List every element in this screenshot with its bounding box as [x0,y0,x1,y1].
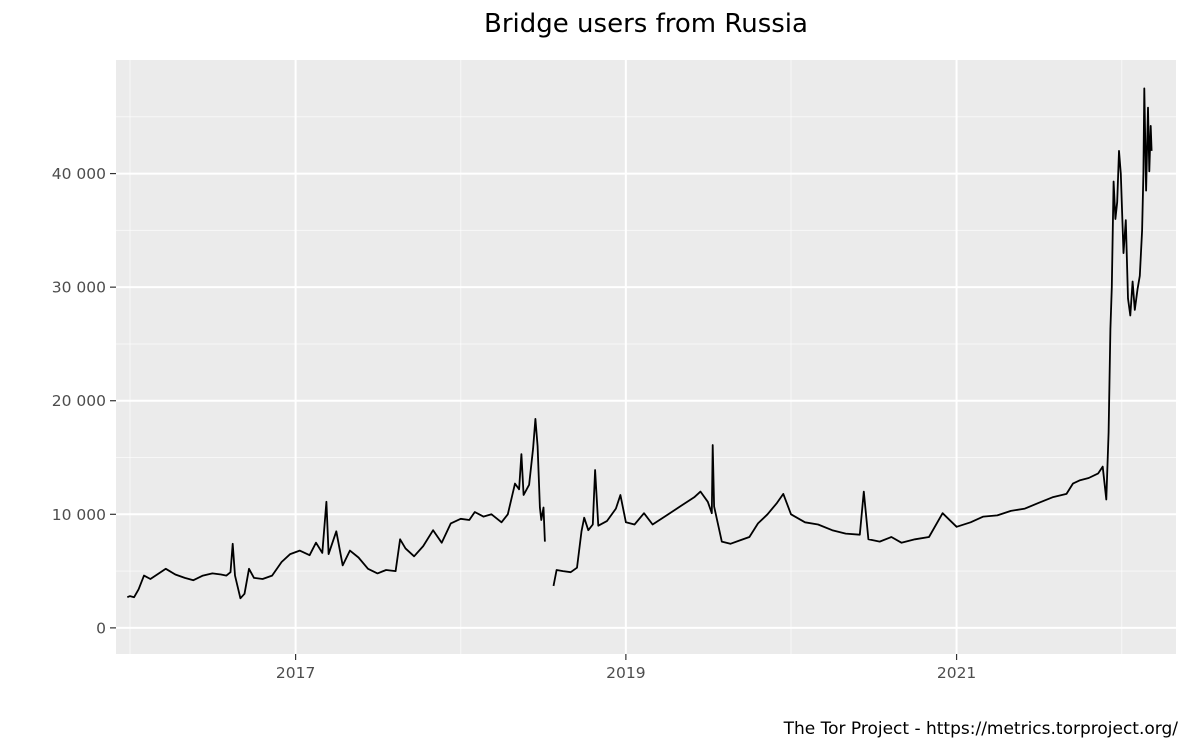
major-gridlines [116,60,1176,654]
plot-panel [116,60,1176,654]
y-tick-label-1: 10 000 [52,506,106,524]
x-tick-label-2: 2021 [937,664,976,682]
minor-gridlines [116,60,1176,654]
chart-caption: The Tor Project - https://metrics.torpro… [783,719,1179,739]
chart-title: Bridge users from Russia [484,9,808,39]
series-group [126,87,1153,600]
x-tick-label-1: 2019 [606,664,645,682]
y-tick-label-2: 20 000 [52,392,106,410]
y-tick-label-3: 30 000 [52,279,106,297]
series-0-line-segment-1 [552,87,1153,587]
y-axis: 0 10 000 20 000 30 000 40 000 [52,165,116,637]
x-tick-label-0: 2017 [276,664,315,682]
x-axis: 2017 2019 2021 [276,654,976,682]
y-tick-label-4: 40 000 [52,165,106,183]
y-tick-label-0: 0 [96,619,106,637]
series-0-line-segment-0 [126,417,546,600]
